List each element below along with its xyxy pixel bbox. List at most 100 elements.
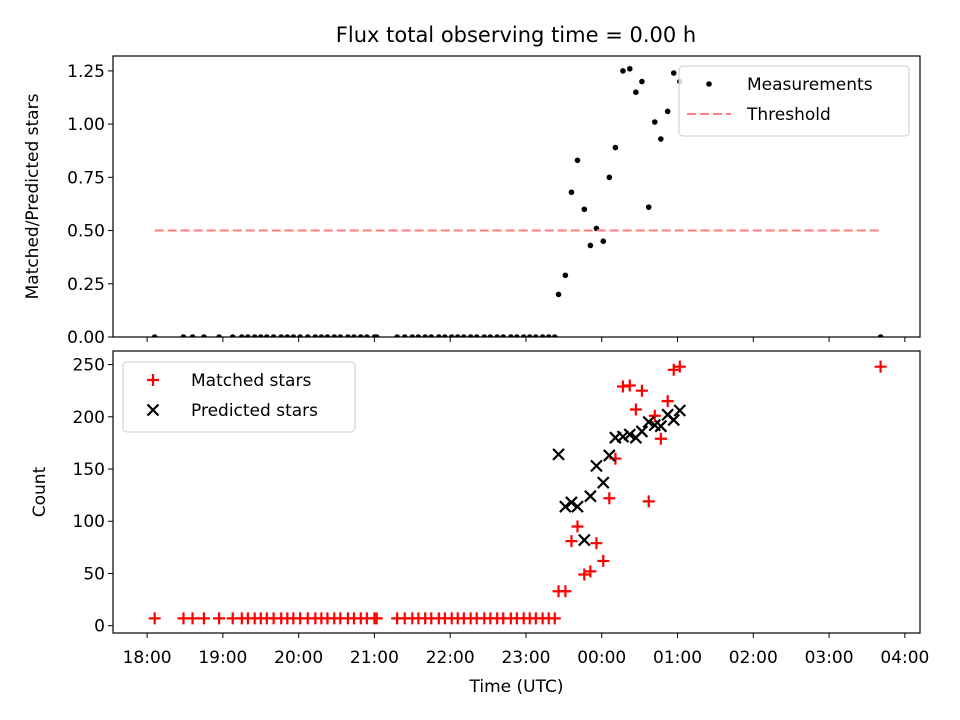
measurement-point [304,334,311,337]
measurement-point [409,334,416,337]
measurement-point [508,334,514,337]
measurement-point [331,334,338,337]
measurement-point [551,334,558,337]
measurement-point [514,334,520,337]
measurement-point [612,144,619,151]
predicted-star-point [559,500,572,513]
measurement-point [394,334,400,337]
predicted-star-point [616,430,630,443]
measurement-point [442,334,448,337]
measurement-point [364,334,370,337]
measurement-point [454,334,461,337]
predicted-star-point [565,496,578,509]
plot-area [151,65,884,337]
measurement-point [373,334,380,337]
matched-star-point [654,432,667,445]
matched-star-point [565,535,578,548]
x-axis-label: Time (UTC) [469,677,564,697]
measurement-point [297,334,303,337]
measurement-point [461,334,467,337]
measurement-point [270,334,277,337]
series-predicted-stars [552,404,687,547]
matched-star-point [667,363,680,376]
measurement-point [151,334,158,337]
measurement-point [651,119,658,125]
matched-star-point [629,403,642,416]
legend-marker-matched [147,374,159,386]
y-tick-label: 100 [73,512,105,532]
measurement-point [337,334,344,337]
measurement-point [448,334,455,337]
matched-star-point [559,585,572,598]
measurement-point [568,189,575,196]
y-tick-label: 1.00 [67,115,105,135]
matched-star-point [370,612,383,625]
x-tick-label: 20:00 [274,648,323,668]
measurement-point [436,334,442,337]
predicted-star-point [635,425,649,438]
measurement-point [318,334,325,337]
legend: Measurements Threshold [678,65,910,137]
measurement-point [189,334,196,337]
matched-star-point [197,612,210,625]
measurement-point [533,334,539,337]
measurement-point [574,157,581,164]
measurement-point [257,334,264,337]
y-tick-label: 150 [73,460,105,480]
measurement-point [473,334,480,337]
measurement-point [620,68,626,74]
y-tick-label: 0.50 [67,222,105,242]
measurement-point [500,334,507,337]
legend-label: Matched stars [191,371,311,391]
plot-area [148,360,887,625]
x-tick-label: 03:00 [805,648,854,668]
measurement-point [562,272,569,279]
measurement-point [229,334,236,337]
x-tick-label: 02:00 [729,648,778,668]
legend-label: Threshold [746,105,831,125]
measurement-point [645,204,652,210]
matched-star-point [213,612,226,625]
matched-star-point [578,568,591,581]
matched-star-point [648,409,661,422]
predicted-star-point [578,533,591,547]
matched-star-point [603,492,616,505]
measurement-point [278,334,285,337]
matched-star-point [661,395,674,408]
x-tick-label: 19:00 [198,648,247,668]
measurement-point [428,334,435,337]
measurement-point [284,334,291,337]
predicted-star-point [642,415,656,429]
measurement-point [600,238,607,245]
legend: Matched stars Predicted stars [122,361,356,433]
matched-star-point [635,384,648,397]
measurement-point [422,334,428,337]
measurement-point [520,334,527,337]
matched-star-point [186,612,199,625]
measurement-point [877,334,884,337]
measurement-point [539,334,546,337]
series-measurements [151,65,884,337]
matched-star-point [597,554,610,567]
chart-title: Flux total observing time = 0.00 h [336,23,696,47]
y-tick-label: 50 [83,564,105,584]
measurement-point [581,206,588,213]
matched-star-point [148,612,161,625]
series-matched-stars [148,360,887,625]
measurement-point [606,174,613,181]
y-tick-label: 0 [94,617,105,637]
y-tick-label: 0.75 [67,168,105,188]
y-tick-label: 1.25 [67,62,105,82]
measurement-point [664,108,671,115]
measurement-point [264,334,270,337]
legend-marker-measurements [706,81,712,87]
y-axis-label: Count [30,466,50,517]
measurement-point [351,334,357,337]
measurement-point [401,334,408,337]
axes-frame [112,55,921,338]
measurement-point [626,65,633,72]
measurement-point [216,334,222,337]
matched-star-point [874,360,887,373]
measurement-point [180,334,187,337]
